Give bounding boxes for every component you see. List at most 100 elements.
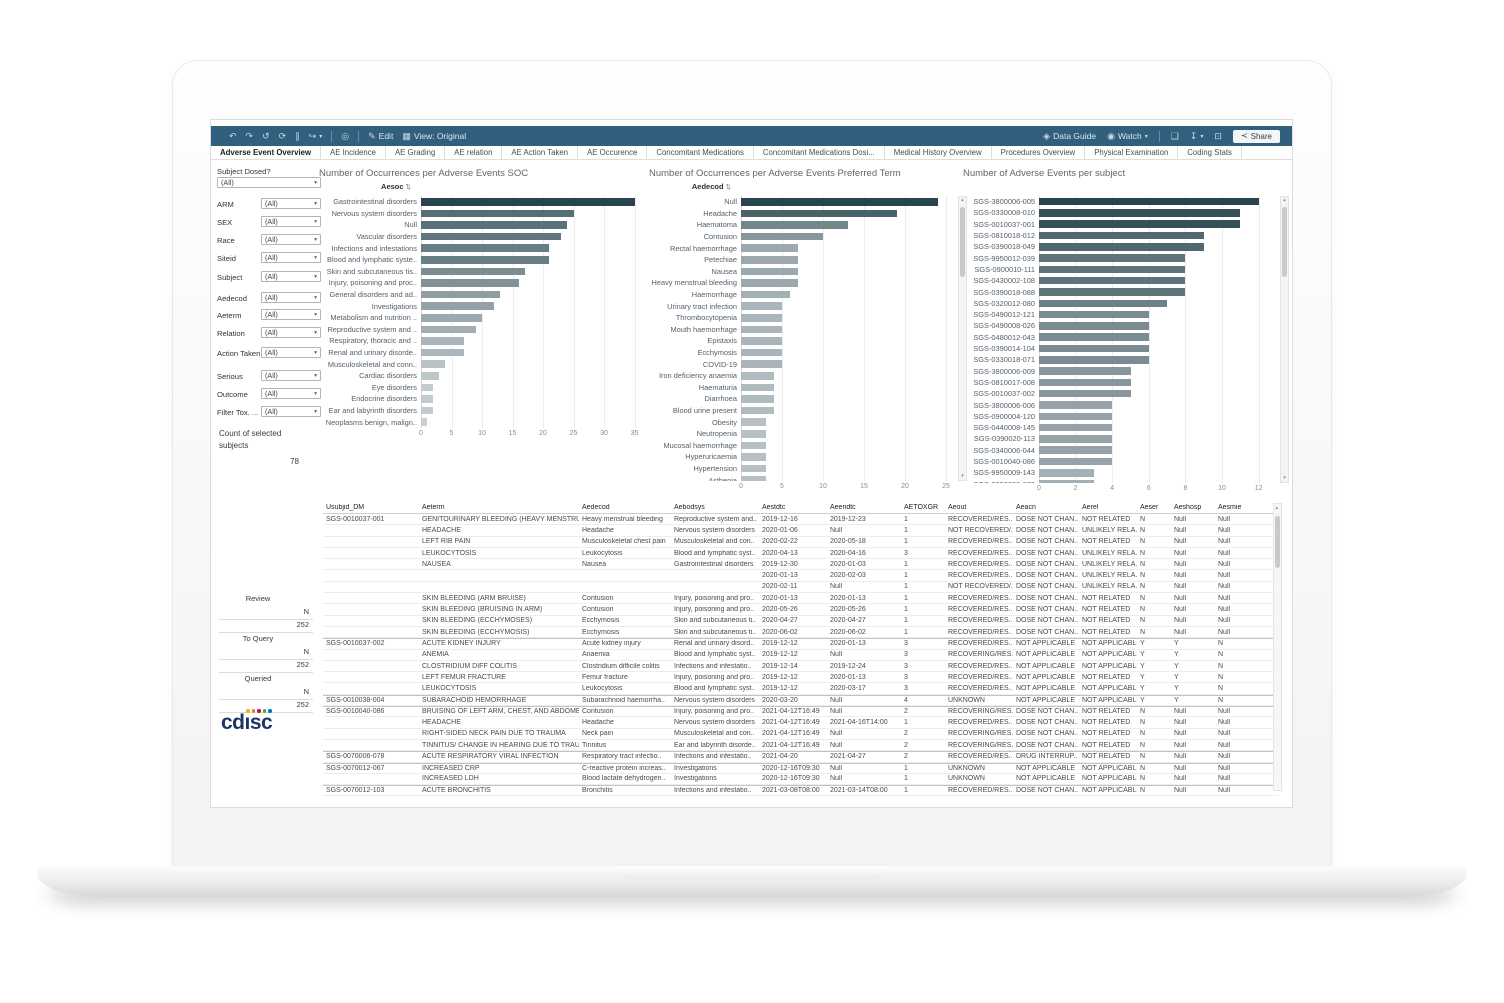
chart-scrollbar[interactable]: ▴ ▾	[1280, 196, 1289, 483]
sort-icon[interactable]: ⇅	[725, 184, 731, 191]
download-button[interactable]: ↧ ▾	[1190, 131, 1204, 141]
bar-mark[interactable]	[1039, 389, 1131, 398]
filter-select-sex[interactable]: (All) ▾	[261, 216, 321, 227]
pause-icon[interactable]: ∥	[295, 130, 300, 141]
tab-concomitant-medications-dosi-[interactable]: Concomitant Medications Dosi...	[754, 146, 885, 159]
tab-concomitant-medications[interactable]: Concomitant Medications	[647, 146, 754, 159]
bar-mark[interactable]	[741, 302, 782, 310]
chart-scrollbar[interactable]: ▴ ▾	[958, 196, 967, 481]
chart-column-header[interactable]	[963, 182, 1039, 196]
watch-button[interactable]: ◉ Watch ▾	[1107, 130, 1148, 141]
bar-mark[interactable]	[421, 290, 501, 299]
chart-column-header[interactable]: Aesoc ⇅	[381, 182, 411, 191]
share-button[interactable]: ≺ Share	[1232, 129, 1280, 143]
bar-mark[interactable]	[741, 198, 938, 206]
table-row[interactable]: LEUKOCYTOSIS Leukocytosis Blood and lympha…	[323, 548, 1279, 560]
table-row[interactable]: HEADACHE Headache Nervous system disorders…	[323, 717, 1279, 729]
table-row[interactable]: CLOSTRIDIUM DIFF COLITIS Clostridium diff…	[323, 661, 1279, 673]
bar-mark[interactable]	[1039, 480, 1094, 483]
table-row[interactable]: HEADACHE Headache Nervous system disorders…	[323, 525, 1279, 537]
redo-icon[interactable]: ↷	[245, 130, 254, 141]
column-header-aeshosp[interactable]: Aeshosp	[1174, 504, 1202, 511]
bar-mark[interactable]	[1039, 265, 1186, 274]
bar-mark[interactable]	[741, 325, 782, 334]
bar-mark[interactable]	[1039, 220, 1241, 228]
table-row[interactable]: SGS-0010038-004 SUBARACHOID HEMORRHAGE Sub…	[323, 694, 1279, 707]
column-header-usubjid_dm[interactable]: Usubjid_DM	[326, 504, 365, 511]
bar-mark[interactable]	[421, 406, 434, 415]
column-header-aeacn[interactable]: Aeacn	[1016, 504, 1036, 511]
bar-mark[interactable]	[741, 256, 799, 264]
bar-mark[interactable]	[741, 464, 766, 473]
bar-mark[interactable]	[421, 418, 428, 426]
column-header-aeendtc[interactable]: Aeendtc	[830, 504, 856, 511]
forward-menu[interactable]: ↪ ▾	[309, 131, 323, 141]
table-row[interactable]: TINNITUS/ CHANGE IN HEARING DUE TO TRAUM…	[323, 740, 1279, 752]
revert-icon[interactable]: ↺	[262, 130, 270, 141]
table-row[interactable]: 2020-01-13 2020-02-03 1 RECOVERED/RES.. DOSE…	[323, 570, 1279, 582]
bar-mark[interactable]	[421, 360, 446, 368]
bar-mark[interactable]	[421, 232, 562, 241]
bar-mark[interactable]	[741, 395, 774, 403]
bar-mark[interactable]	[1039, 231, 1204, 240]
bar-mark[interactable]	[741, 476, 766, 481]
data-guide-button[interactable]: ◈ Data Guide	[1043, 130, 1097, 141]
bar-mark[interactable]	[1039, 412, 1113, 421]
bar-mark[interactable]	[741, 221, 848, 229]
bar-mark[interactable]	[1039, 209, 1241, 217]
bar-mark[interactable]	[421, 325, 476, 334]
bar-mark[interactable]	[741, 267, 799, 276]
bar-mark[interactable]	[421, 395, 434, 403]
filter-select-subject[interactable]: (All) ▾	[261, 271, 321, 282]
bar-mark[interactable]	[421, 372, 440, 380]
scroll-down-icon[interactable]: ▾	[1283, 475, 1286, 481]
filter-select-race[interactable]: (All) ▾	[261, 234, 321, 245]
table-row[interactable]: LEFT RIB PAIN Musculoskeletal chest pain M…	[323, 537, 1279, 548]
edit-button[interactable]: ✎ Edit	[368, 130, 394, 141]
bar-mark[interactable]	[1039, 344, 1149, 353]
ask-data-icon[interactable]: ◎	[341, 130, 350, 141]
table-row[interactable]: SKIN BLEEDING (BRUISING IN ARM) Contusion…	[323, 604, 1279, 616]
column-header-aeout[interactable]: Aeout	[948, 504, 967, 511]
bar-mark[interactable]	[741, 372, 774, 380]
table-row[interactable]: LEUKOCYTOSIS Leukocytosis Blood and lympha…	[323, 683, 1279, 695]
bar-mark[interactable]	[741, 337, 782, 345]
table-row[interactable]: NAUSEA Nausea Gastrointestinal disorders 20…	[323, 559, 1279, 571]
table-row[interactable]: INCREASED LDH Blood lactate dehydrogen.. I…	[323, 774, 1279, 786]
scroll-down-icon[interactable]: ▾	[961, 473, 964, 479]
table-row[interactable]: SGS-0070012-067 INCREASED CRP C-reactive p…	[323, 762, 1279, 774]
bar-mark[interactable]	[1039, 457, 1113, 466]
bar-mark[interactable]	[741, 383, 774, 392]
tab-adverse-event-overview[interactable]: Adverse Event Overview	[211, 146, 322, 159]
bar-mark[interactable]	[421, 256, 550, 264]
bar-mark[interactable]	[1039, 310, 1149, 319]
filter-select-aeterm[interactable]: (All) ▾	[261, 309, 321, 320]
bar-mark[interactable]	[421, 244, 550, 252]
bar-mark[interactable]	[741, 360, 782, 368]
filter-select-action-taken[interactable]: (All) ▾	[261, 347, 321, 358]
scrollbar-thumb[interactable]	[960, 207, 965, 277]
bar-mark[interactable]	[1039, 254, 1186, 262]
filter-select-serious[interactable]: (All) ▾	[261, 370, 321, 381]
bar-mark[interactable]	[421, 302, 495, 310]
bar-mark[interactable]	[1039, 356, 1149, 364]
table-row[interactable]: SKIN BLEEDING (ECCHYMOSES) Ecchymosis Skin…	[323, 616, 1279, 627]
table-row[interactable]: SGS-0070012-103 ACUTE BRONCHITIS Bronchiti…	[323, 785, 1279, 797]
table-row[interactable]: SGS-0070006-078 ACUTE RESPIRATORY VIRAL I…	[323, 751, 1279, 763]
bar-mark[interactable]	[421, 267, 525, 276]
fullscreen-icon[interactable]: ⊡	[1214, 130, 1222, 141]
bar-mark[interactable]	[1039, 446, 1113, 454]
bar-mark[interactable]	[741, 348, 782, 357]
column-header-aestdtc[interactable]: Aestdtc	[762, 504, 786, 511]
scroll-up-icon[interactable]: ▴	[1275, 505, 1279, 511]
table-row[interactable]: LEFT FEMUR FRACTURE Femur fracture Injury,…	[323, 672, 1279, 684]
filter-select-aedecod[interactable]: (All) ▾	[261, 292, 321, 303]
tab-ae-action-taken[interactable]: AE Action Taken	[502, 146, 579, 159]
filter-select-arm[interactable]: (All) ▾	[261, 198, 321, 209]
bar-mark[interactable]	[421, 198, 635, 206]
bar-mark[interactable]	[741, 279, 799, 287]
bar-mark[interactable]	[741, 430, 766, 438]
column-header-aesmie[interactable]: Aesmie	[1218, 504, 1242, 511]
table-row[interactable]: SKIN BLEEDING (ECCHYMOSIS) Ecchymosis Skin…	[323, 627, 1279, 639]
bar-mark[interactable]	[421, 383, 434, 392]
